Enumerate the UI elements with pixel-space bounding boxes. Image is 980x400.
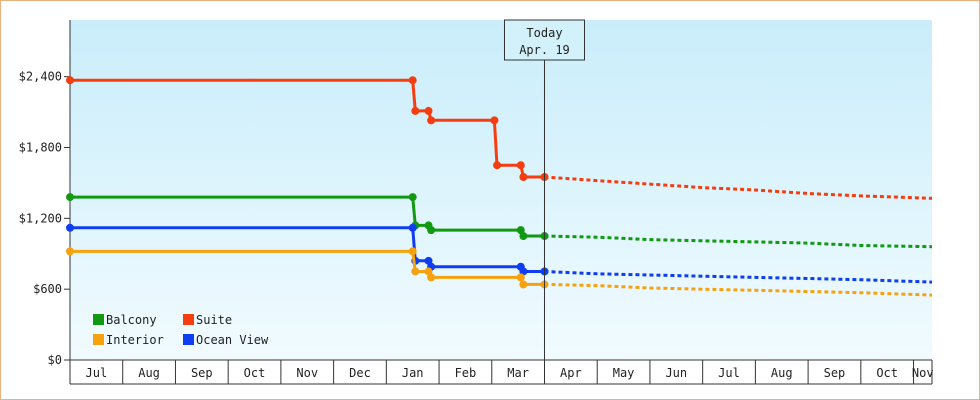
x-tick-label: Sep [824,366,846,380]
series-forecast-ocean-view [544,270,933,284]
legend-label-ocean-view: Ocean View [196,333,269,347]
x-tick-label: Nov [296,366,318,380]
data-point-balcony [408,193,417,202]
x-tick-label: Sep [191,366,213,380]
data-point-ocean-view [66,223,74,232]
data-point-suite [493,161,502,170]
data-point-interior [519,280,528,289]
legend-label-interior: Interior [106,333,164,347]
data-point-balcony [427,226,436,235]
legend-swatch-ocean-view [183,334,194,345]
data-point-suite [66,76,74,85]
data-point-interior [408,247,417,256]
x-tick-label: Jul [718,366,740,380]
y-tick-label: $0 [48,353,62,367]
plot-background [70,20,932,360]
x-tick-label: Feb [455,366,477,380]
x-tick-label: Jun [665,366,687,380]
data-point-suite [411,106,420,115]
series-forecast-balcony [544,234,933,249]
x-tick-label: Dec [349,366,371,380]
today-box [503,19,585,61]
x-tick-label: Jan [402,366,424,380]
x-tick-label: Aug [138,366,160,380]
x-tick-label: Apr [560,366,582,380]
data-point-balcony [66,193,74,202]
series-forecast-suite [544,175,933,200]
y-tick-label: $1,200 [19,211,62,225]
data-point-suite [516,161,525,170]
today-label: Apr. 19 [519,43,570,57]
y-tick-label: $1,800 [19,141,62,155]
x-tick-label: Oct [876,366,898,380]
x-tick-label: Oct [244,366,266,380]
legend-swatch-balcony [93,314,104,325]
data-point-suite [427,116,436,125]
data-point-suite [519,173,528,182]
legend-label-balcony: Balcony [106,313,157,327]
x-tick-label: Jul [86,366,108,380]
data-point-interior [411,267,420,276]
x-tick-label: Mar [507,366,529,380]
series-forecast-interior [544,282,933,297]
data-point-suite [408,76,417,85]
legend-label-suite: Suite [196,313,232,327]
legend-swatch-suite [183,314,194,325]
data-point-interior [66,247,74,256]
data-point-interior [427,273,436,282]
y-tick-label: $600 [33,282,62,296]
data-point-suite [424,106,433,115]
today-label: Today [526,26,562,40]
series-line-suite [70,78,545,179]
legend-swatch-interior [93,334,104,345]
x-tick-label: Nov [912,366,934,380]
data-point-interior [516,273,525,282]
data-point-balcony [519,232,528,241]
x-tick-label: Aug [771,366,793,380]
data-point-ocean-view [408,223,417,232]
data-point-suite [490,116,499,125]
y-tick-label: $2,400 [19,70,62,84]
x-tick-label: May [613,366,635,380]
